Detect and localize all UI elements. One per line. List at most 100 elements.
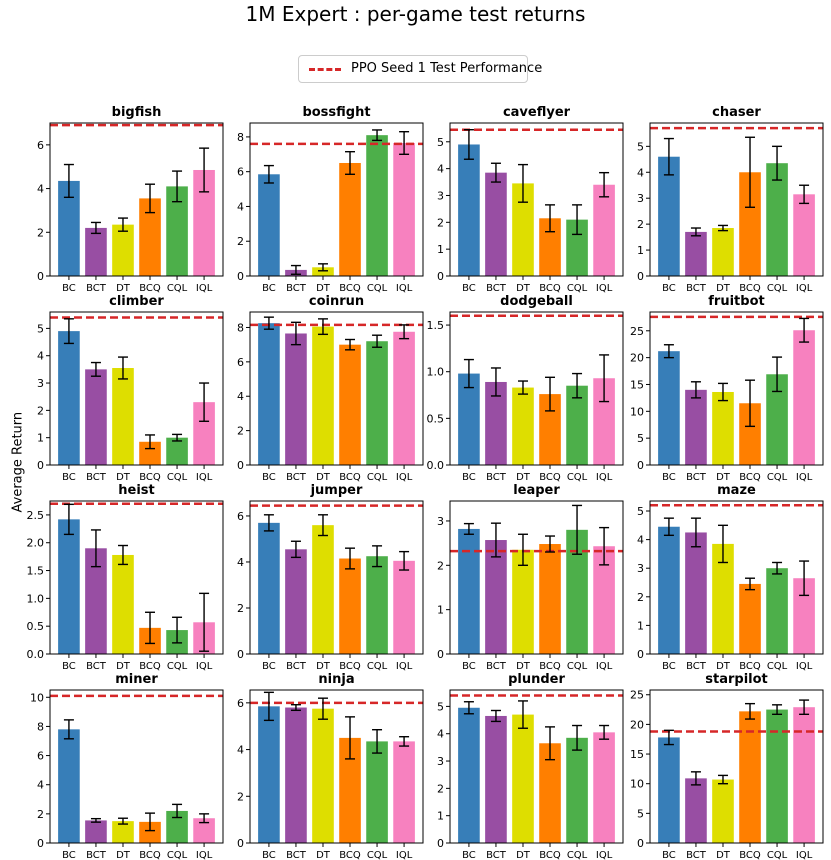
x-tick-label: BCQ <box>739 661 761 672</box>
x-tick-label: IQL <box>196 850 213 860</box>
x-tick-label: BCQ <box>539 850 561 860</box>
bar-bossfight-BCQ <box>339 162 361 276</box>
x-tick-label: CQL <box>567 661 588 672</box>
x-tick-label: BCQ <box>539 472 561 483</box>
x-tick-label: BCT <box>686 283 707 294</box>
y-tick-label: 1 <box>437 243 444 256</box>
x-tick-label: BCT <box>686 472 707 483</box>
axes-frame <box>649 122 824 277</box>
bar-maze-BCQ <box>739 583 761 654</box>
y-tick-label: 1.5 <box>27 565 45 578</box>
bar-maze-BCT <box>685 532 707 654</box>
bar-caveflyer-BCT <box>485 172 507 276</box>
bar-caveflyer-DT <box>512 183 534 276</box>
x-tick-label: BCQ <box>139 283 161 294</box>
y-tick-label: 3 <box>637 192 644 205</box>
axes-frame <box>249 311 424 466</box>
bar-coinrun-CQL <box>366 341 388 465</box>
x-tick-label: CQL <box>367 283 388 294</box>
legend: PPO Seed 1 Test Performance <box>298 55 542 83</box>
subplot-starpilot: starpilot 0 5 10 15 20 25 BC BCT DT BCQ CQL IQL <box>630 672 824 860</box>
bar-miner-CQL <box>166 810 188 843</box>
axes-frame <box>449 500 624 655</box>
x-tick-label: IQL <box>196 472 213 483</box>
y-tick-label: 4 <box>37 183 44 196</box>
bar-maze-IQL <box>793 578 815 654</box>
y-tick-label: 5 <box>637 807 644 820</box>
bar-leaper-BCT <box>485 540 507 654</box>
axes-frame <box>649 311 824 466</box>
y-tick-label: 0 <box>237 648 244 661</box>
x-tick-label: BCT <box>686 850 707 860</box>
bar-ninja-BC <box>258 706 280 843</box>
x-tick-label: IQL <box>796 283 813 294</box>
y-tick-label: 4 <box>637 166 644 179</box>
subplot-title: plunder <box>508 672 565 687</box>
x-tick-label: BCQ <box>339 661 361 672</box>
y-tick-label: 3 <box>37 377 44 390</box>
x-tick-label: CQL <box>167 283 188 294</box>
x-tick-label: IQL <box>196 283 213 294</box>
subplot-coinrun: coinrun 0 2 4 6 8 BC BCT DT BCQ CQL IQL <box>237 294 424 483</box>
subplot-chaser: chaser 0 1 2 3 4 5 BC BCT DT BCQ CQL IQL <box>637 105 824 294</box>
bar-bigfish-IQL <box>193 169 215 276</box>
bar-bigfish-DT <box>112 224 134 276</box>
bar-plunder-IQL <box>593 732 615 843</box>
x-tick-label: BCQ <box>139 850 161 860</box>
x-tick-label: BCT <box>86 283 107 294</box>
bar-starpilot-BC <box>658 737 680 843</box>
y-tick-label: 6 <box>237 356 244 369</box>
bar-ninja-BCQ <box>339 737 361 843</box>
bar-dodgeball-BC <box>458 373 480 465</box>
x-tick-label: BCQ <box>539 283 561 294</box>
x-tick-label: CQL <box>767 283 788 294</box>
bar-miner-IQL <box>193 818 215 843</box>
axes-frame <box>49 500 224 655</box>
bar-plunder-CQL <box>566 737 588 843</box>
legend-label: PPO Seed 1 Test Performance <box>351 61 543 76</box>
x-tick-label: BCT <box>86 661 107 672</box>
y-tick-label: 25 <box>630 325 644 338</box>
y-tick-label: 0 <box>37 270 44 283</box>
subplot-fruitbot: fruitbot 0 5 10 15 20 25 BC BCT DT BCQ CQL IQL <box>630 294 824 483</box>
y-tick-label: 0 <box>637 459 644 472</box>
bar-bigfish-BC <box>58 180 80 276</box>
x-tick-label: CQL <box>367 661 388 672</box>
y-tick-label: 1 <box>37 432 44 445</box>
y-tick-label: 8 <box>237 321 244 334</box>
x-tick-label: BCT <box>286 850 307 860</box>
y-tick-label: 4 <box>237 556 244 569</box>
y-tick-label: 15 <box>630 378 644 391</box>
y-tick-label: 4 <box>637 534 644 547</box>
y-tick-label: 2 <box>237 790 244 803</box>
subplot-jumper: jumper 0 2 4 6 BC BCT DT BCQ CQL IQL <box>237 483 424 672</box>
y-tick-label: 0.5 <box>427 412 445 425</box>
axes-frame <box>49 122 224 277</box>
bar-plunder-BCT <box>485 715 507 843</box>
x-tick-label: BCT <box>486 472 507 483</box>
x-tick-label: IQL <box>596 472 613 483</box>
y-tick-label: 0.0 <box>427 459 445 472</box>
x-tick-label: BC <box>262 283 276 294</box>
bar-dodgeball-BCT <box>485 381 507 465</box>
x-tick-label: BC <box>262 472 276 483</box>
x-tick-label: DT <box>516 661 531 672</box>
bar-chaser-BCQ <box>739 172 761 276</box>
x-tick-label: BCT <box>486 661 507 672</box>
x-tick-label: BCQ <box>339 472 361 483</box>
axes-frame <box>649 500 824 655</box>
x-tick-label: BC <box>462 472 476 483</box>
x-tick-label: CQL <box>367 850 388 860</box>
bar-leaper-BC <box>458 528 480 654</box>
bar-fruitbot-BCT <box>685 389 707 465</box>
bar-chaser-CQL <box>766 163 788 276</box>
bar-dodgeball-CQL <box>566 385 588 465</box>
y-tick-label: 4 <box>37 779 44 792</box>
bar-climber-IQL <box>193 402 215 465</box>
bar-miner-BC <box>58 729 80 843</box>
y-tick-label: 20 <box>630 352 644 365</box>
subplot-title: dodgeball <box>500 294 573 309</box>
x-tick-label: BCQ <box>739 472 761 483</box>
bar-leaper-BCQ <box>539 544 561 654</box>
